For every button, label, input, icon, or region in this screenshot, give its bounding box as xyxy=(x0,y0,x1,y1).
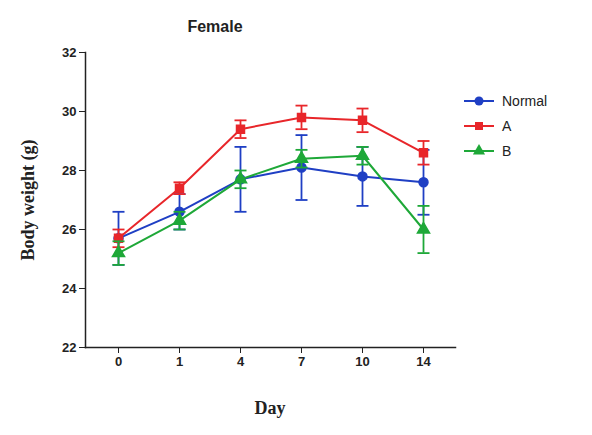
svg-text:4: 4 xyxy=(237,354,245,369)
svg-text:24: 24 xyxy=(62,281,77,296)
svg-text:7: 7 xyxy=(298,354,305,369)
svg-text:0: 0 xyxy=(115,354,122,369)
svg-text:28: 28 xyxy=(62,163,76,178)
html-text:Normal: Normal xyxy=(502,92,548,109)
svg-text:32: 32 xyxy=(62,45,76,60)
svg-text:30: 30 xyxy=(62,104,76,119)
html-text:A: A xyxy=(502,117,512,134)
svg-text:22: 22 xyxy=(62,340,76,355)
svg-text:1: 1 xyxy=(176,354,183,369)
html-text:Day: Day xyxy=(254,398,286,418)
html-text:Body weight (g): Body weight (g) xyxy=(17,139,38,261)
svg-text:26: 26 xyxy=(62,222,76,237)
svg-text:10: 10 xyxy=(355,354,369,369)
html-text:Female: Female xyxy=(187,18,243,35)
html-text:B: B xyxy=(502,142,512,159)
svg-text:14: 14 xyxy=(416,354,431,369)
